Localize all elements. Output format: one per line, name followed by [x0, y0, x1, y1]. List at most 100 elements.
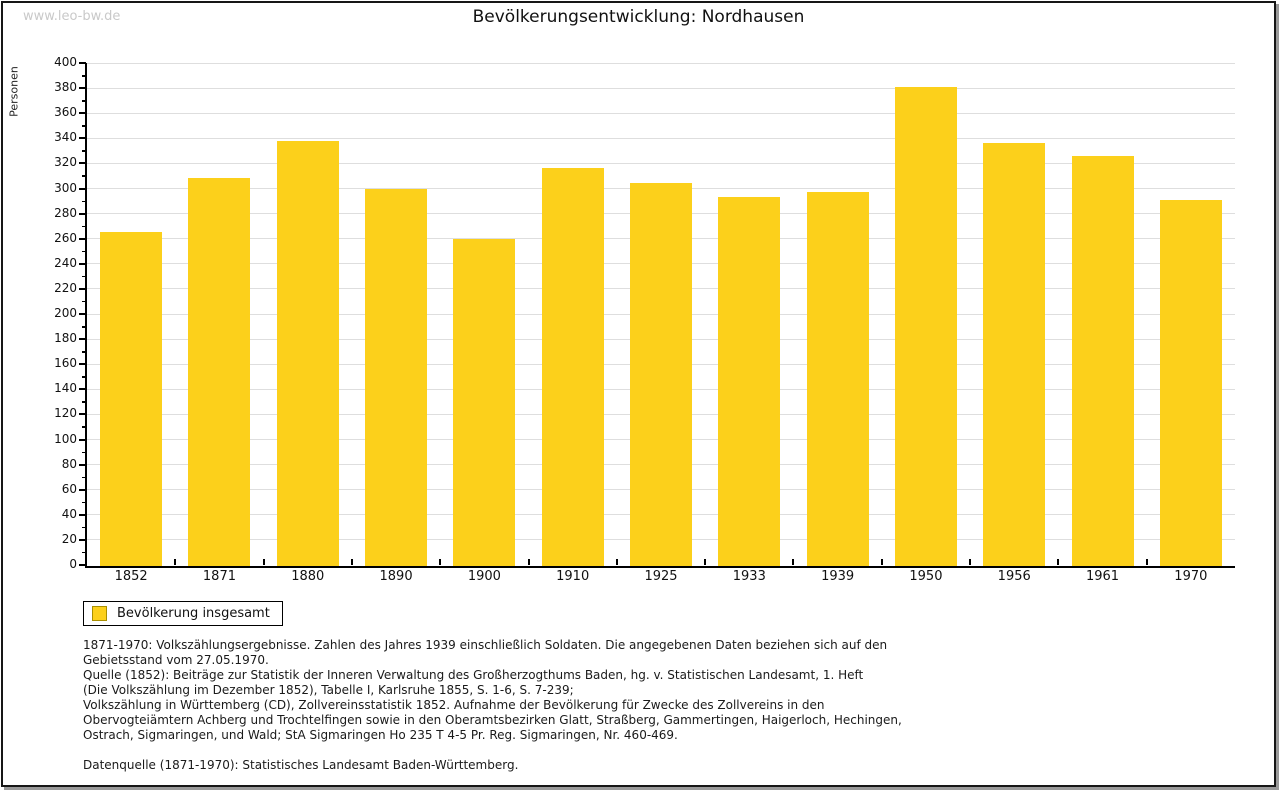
y-axis-major-tick: [79, 212, 86, 215]
y-axis-tick-label: 100: [54, 431, 77, 446]
y-axis-tick-label: 380: [54, 80, 77, 95]
y-axis-major-tick: [79, 463, 86, 466]
footnote-line: 1871-1970: Volkszählungsergebnisse. Zahl…: [83, 638, 888, 652]
y-axis-major-tick: [79, 262, 86, 265]
x-axis-tick-label: 1956: [997, 569, 1031, 584]
footnote-line: Gebietsstand vom 27.05.1970.: [83, 653, 269, 667]
y-axis-major-tick: [79, 313, 86, 315]
footnote-line: Datenquelle (1871-1970): Statistisches L…: [83, 758, 519, 772]
y-axis-tick-label: 280: [54, 205, 77, 220]
bar: [188, 178, 251, 566]
x-axis-tick-label: 1970: [1174, 569, 1208, 584]
y-axis-major-tick: [79, 488, 86, 491]
gridline: [87, 112, 1235, 114]
x-axis-tick-label: 1939: [821, 569, 855, 584]
y-axis-tick-label: 160: [54, 356, 77, 371]
y-axis-minor-tick: [82, 501, 86, 504]
y-axis-line: [85, 63, 87, 568]
y-axis-minor-tick: [82, 326, 86, 328]
y-axis-major-tick: [79, 87, 86, 90]
y-axis-tick-label: 240: [54, 255, 77, 270]
y-axis-major-tick: [79, 187, 86, 190]
x-axis-tick: [527, 559, 530, 565]
y-axis-major-tick: [79, 137, 86, 140]
y-axis-major-tick: [79, 363, 86, 366]
y-axis-minor-tick: [82, 351, 86, 353]
watermark-text: www.leo-bw.de: [23, 9, 121, 24]
y-axis-tick-label: 200: [54, 306, 77, 320]
x-axis-line: [85, 566, 1235, 568]
y-axis-tick-label: 40: [61, 506, 77, 521]
bar: [806, 192, 869, 566]
x-axis-tick: [615, 559, 618, 565]
x-axis-tick-label: 1852: [114, 569, 148, 584]
gridline: [87, 87, 1235, 89]
bar: [365, 188, 428, 566]
y-axis-minor-tick: [82, 125, 86, 127]
x-axis-tick: [439, 559, 442, 565]
y-axis-minor-tick: [82, 150, 86, 152]
chart-title: Bevölkerungsentwicklung: Nordhausen: [472, 7, 805, 27]
y-axis-major-tick: [79, 513, 86, 516]
gridline: [87, 62, 1235, 64]
y-axis-tick-label: 180: [54, 331, 77, 346]
y-axis-minor-tick: [82, 401, 86, 403]
y-axis-tick-label: 220: [54, 280, 77, 295]
footnote-line: Quelle (1852): Beiträge zur Statistik de…: [83, 668, 864, 682]
x-axis-tick: [1145, 559, 1148, 565]
legend-label: Bevölkerung insgesamt: [117, 606, 270, 621]
y-axis-major-tick: [79, 438, 86, 441]
x-axis-tick-label: 1880: [291, 569, 325, 584]
y-axis-major-tick: [79, 413, 86, 416]
y-axis-minor-tick: [82, 376, 86, 378]
y-axis-tick-label: 140: [54, 381, 77, 396]
x-axis-tick-label: 1900: [467, 569, 501, 584]
x-axis-tick-label: 1933: [732, 569, 766, 584]
x-axis-tick: [1057, 559, 1060, 565]
y-axis-minor-tick: [82, 200, 86, 203]
y-axis-tick-label: 260: [54, 230, 77, 245]
x-axis-tick: [792, 559, 795, 565]
x-axis-tick-label: 1871: [202, 569, 236, 584]
y-axis-minor-tick: [82, 250, 86, 253]
bar: [541, 168, 604, 566]
y-axis-minor-tick: [82, 225, 86, 228]
x-axis-tick: [262, 559, 265, 565]
y-axis-minor-tick: [82, 526, 86, 529]
footnote-line: Volkszählung in Württemberg (CD), Zollve…: [83, 698, 825, 712]
x-axis-tick: [174, 559, 177, 565]
y-axis-major-tick: [79, 237, 86, 240]
y-axis-major-tick: [79, 538, 86, 541]
bar: [453, 238, 516, 566]
y-axis-tick-label: 120: [54, 406, 77, 421]
y-axis-major-tick: [79, 287, 86, 290]
y-axis-minor-tick: [82, 451, 86, 454]
x-axis-tick: [969, 559, 972, 565]
bar: [983, 143, 1046, 566]
bar: [718, 197, 781, 566]
y-axis-major-tick: [79, 112, 86, 115]
footnote-line: [83, 743, 913, 758]
y-axis-tick-label: 320: [54, 155, 77, 170]
y-axis-tick-label: 340: [54, 130, 77, 145]
footnotes-block: 1871-1970: Volkszählungsergebnisse. Zahl…: [83, 638, 913, 773]
x-axis-tick-label: 1890: [379, 569, 413, 584]
bar: [276, 140, 339, 566]
y-axis-minor-tick: [82, 175, 86, 177]
y-axis-minor-tick: [82, 551, 86, 554]
y-axis-major-tick: [79, 62, 86, 64]
y-axis-minor-tick: [82, 275, 86, 278]
bar: [1159, 199, 1222, 566]
y-axis-major-tick: [79, 338, 86, 341]
x-axis-tick-label: 1961: [1085, 569, 1120, 584]
legend-box: Bevölkerung insgesamt: [83, 601, 283, 626]
y-axis-tick-label: 360: [54, 105, 77, 120]
y-axis-minor-tick: [82, 476, 86, 479]
legend-swatch-icon: [92, 606, 107, 621]
footnote-line: (Die Volkszählung im Dezember 1852), Tab…: [83, 683, 574, 697]
y-axis-major-tick: [79, 564, 86, 566]
y-axis-major-tick: [79, 388, 86, 391]
x-axis-tick: [880, 559, 883, 565]
